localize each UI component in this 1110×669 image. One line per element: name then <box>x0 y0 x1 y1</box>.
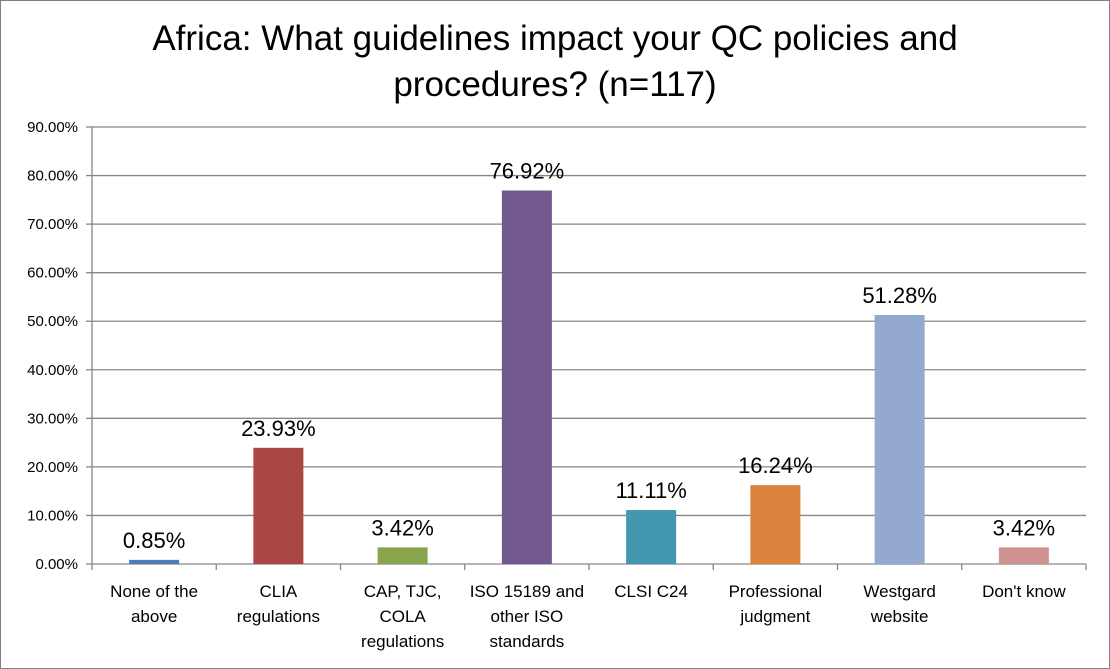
y-tick-label: 90.00% <box>27 119 78 136</box>
bar <box>874 315 925 564</box>
y-tick-label: 20.00% <box>27 459 78 476</box>
x-category-label-line: regulations <box>237 607 320 626</box>
bar <box>626 510 677 564</box>
y-tick-label: 80.00% <box>27 168 78 185</box>
x-category-label-line: CLSI C24 <box>614 582 688 601</box>
y-tick-label: 70.00% <box>27 216 78 233</box>
x-category-label: Westgard website <box>863 582 935 626</box>
bar <box>129 559 180 564</box>
bar <box>377 547 428 564</box>
data-label: 3.42% <box>993 515 1055 540</box>
x-category-label: Don't know <box>982 582 1066 601</box>
y-tick-label: 60.00% <box>27 265 78 282</box>
x-category-label-line: Westgard <box>863 582 935 601</box>
x-category-label: ISO 15189 and other ISO standards <box>470 582 584 651</box>
x-category-label-line: Don't know <box>982 582 1066 601</box>
x-category-label-line: regulations <box>361 632 444 651</box>
bar <box>253 447 304 564</box>
x-category-label-line: COLA <box>379 607 426 626</box>
data-label: 11.11% <box>615 478 686 503</box>
bar <box>501 190 552 564</box>
x-category-label-line: judgment <box>739 607 810 626</box>
x-category-label: CLIA regulations <box>237 582 320 626</box>
data-label: 3.42% <box>371 515 433 540</box>
y-tick-label: 50.00% <box>27 313 78 330</box>
y-tick-label: 40.00% <box>27 362 78 379</box>
x-category-label-line: Professional <box>729 582 823 601</box>
bars <box>129 190 1049 564</box>
x-category-label: CLSI C24 <box>614 582 688 601</box>
y-tick-label: 0.00% <box>35 556 78 573</box>
axes: 0.00% 10.00% 20.00% 30.00% 40.00% 50.00% 60.00… <box>27 119 1087 573</box>
x-category-label-line: None of the <box>110 582 198 601</box>
x-category-label-line: standards <box>490 632 565 651</box>
y-tick-label: 10.00% <box>27 507 78 524</box>
data-label: 76.92% <box>490 159 565 184</box>
x-category-label-line: above <box>131 607 177 626</box>
gridlines <box>92 126 1086 517</box>
data-label: 16.24% <box>738 453 813 478</box>
data-label: 0.85% <box>123 528 185 553</box>
data-label: 51.28% <box>862 283 937 308</box>
bar <box>750 485 801 564</box>
y-tick-label: 30.00% <box>27 410 78 427</box>
x-category-label-line: other ISO <box>490 607 563 626</box>
x-category-label: Professional judgment <box>729 582 823 626</box>
chart-title: Africa: What guidelines impact your QC p… <box>152 19 958 104</box>
x-category-label: CAP, TJC, COLA regulations <box>361 582 444 651</box>
x-category-label-line: CLIA <box>259 582 297 601</box>
data-label: 23.93% <box>241 416 316 441</box>
bar <box>998 547 1049 564</box>
x-category-label-line: ISO 15189 and <box>470 582 584 601</box>
labels: 0.85% None of the above 23.93% CLIA regulatio… <box>110 159 1066 651</box>
x-category-label: None of the above <box>110 582 198 626</box>
x-category-label-line: CAP, TJC, <box>364 582 442 601</box>
x-category-label-line: website <box>870 607 929 626</box>
